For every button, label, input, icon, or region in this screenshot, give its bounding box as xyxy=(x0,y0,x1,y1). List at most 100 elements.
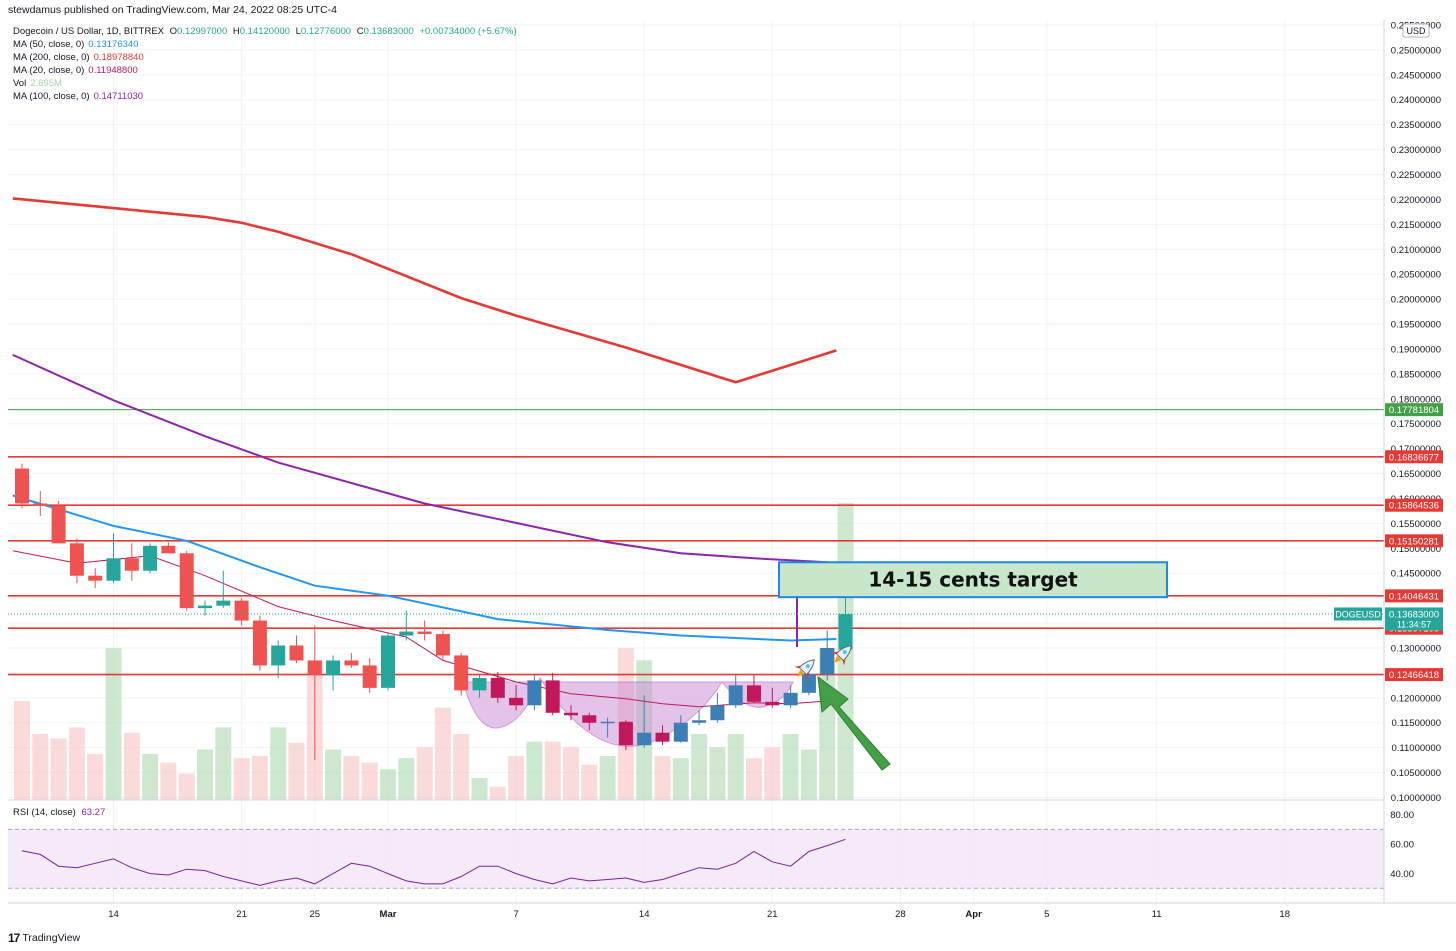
price-tick-label: 0.20000000 xyxy=(1391,295,1441,306)
candle-body xyxy=(198,605,212,609)
volume-bar xyxy=(599,756,616,800)
open-label: O xyxy=(169,26,178,37)
volume-bar xyxy=(288,742,305,800)
close-value: 0.13683000 xyxy=(363,26,414,37)
price-tick-label: 0.15000000 xyxy=(1391,544,1441,555)
candle-body xyxy=(51,505,66,544)
volume-bar xyxy=(489,786,506,800)
candle-body xyxy=(673,722,688,742)
candle-body xyxy=(69,543,84,576)
candle-body xyxy=(143,545,158,571)
candle-body xyxy=(106,558,121,581)
ma100-row: MA (100, close, 0) 0.14711030 xyxy=(13,91,517,104)
volume-bar xyxy=(178,773,195,800)
candle-body xyxy=(564,712,578,716)
candle-body xyxy=(637,732,652,746)
price-tick-label: 0.24500000 xyxy=(1391,70,1441,81)
candle-body xyxy=(88,575,103,581)
vol-label: Vol xyxy=(13,77,27,89)
candle-body xyxy=(490,677,505,698)
high-value: 0.14120000 xyxy=(239,26,290,37)
price-tick-label: 0.17500000 xyxy=(1391,419,1441,430)
price-tick-label: 0.21500000 xyxy=(1391,220,1441,231)
candle-body xyxy=(15,468,29,504)
volume-bar xyxy=(453,734,470,800)
symbol-tag xyxy=(1334,607,1382,621)
candle-body xyxy=(307,660,322,676)
candle-body xyxy=(838,614,853,650)
price-tick-label: 0.14500000 xyxy=(1391,569,1441,580)
price-tick-label: 0.19500000 xyxy=(1391,320,1441,331)
ma20-label: MA (20, close, 0) xyxy=(13,64,85,76)
change-value: +0.00734000 (+5.67%) xyxy=(419,26,517,37)
candle-body xyxy=(582,715,597,723)
volume-bar xyxy=(325,749,342,800)
volume-bar xyxy=(142,753,159,800)
ma20-value: 0.11948800 xyxy=(88,64,138,76)
current-price-label: 0.13683000 xyxy=(1389,609,1439,620)
ma100-label: MA (100, close, 0) xyxy=(13,90,90,102)
time-tick-label: 21 xyxy=(767,909,778,920)
rocket-window xyxy=(842,650,847,655)
level-price-tag xyxy=(1385,403,1443,417)
price-tick-label: 0.25000000 xyxy=(1391,45,1441,56)
candle-body xyxy=(509,697,524,706)
volume-bar xyxy=(233,758,250,800)
level-price-tag xyxy=(1385,450,1443,464)
ma100-value: 0.14711030 xyxy=(93,90,144,102)
volume-bar xyxy=(746,758,762,800)
candle-body xyxy=(618,721,633,746)
candle-body xyxy=(728,685,743,706)
volume-bar xyxy=(544,741,561,800)
level-price-label: 0.16836677 xyxy=(1389,452,1439,463)
volume-bar xyxy=(672,758,689,800)
time-tick-label: Apr xyxy=(965,909,982,920)
current-price-tag xyxy=(1385,607,1443,631)
tradingview-logo-icon: 17 xyxy=(8,931,20,945)
volume-bar xyxy=(709,747,726,800)
rsi-label: RSI (14, close) xyxy=(13,807,76,818)
symbol-name: Dogecoin / US Dollar, 1D, BITTREX xyxy=(13,26,164,37)
ma200-value: 0.18978840 xyxy=(93,51,144,63)
rocket-fin xyxy=(831,651,846,666)
volume-bar xyxy=(361,762,378,800)
ma50-value: 0.13176340 xyxy=(88,38,139,50)
price-tick-label: 0.10000000 xyxy=(1391,793,1441,804)
volume-bar xyxy=(654,756,671,800)
level-price-tag xyxy=(1385,668,1443,682)
candle-body xyxy=(344,660,359,666)
volume-bar xyxy=(782,734,799,800)
price-tick-label: 0.15500000 xyxy=(1391,519,1441,530)
rsi-tick-label: 60.00 xyxy=(1390,840,1414,851)
candle-body xyxy=(655,732,670,742)
candle-body xyxy=(527,680,542,706)
time-tick-label: 14 xyxy=(639,909,650,920)
volume-bar xyxy=(105,648,122,800)
price-tick-label: 0.17000000 xyxy=(1391,444,1441,455)
level-price-tag xyxy=(1385,534,1443,548)
volume-bar xyxy=(251,756,268,800)
vol-value: 2.695M xyxy=(30,77,62,89)
volume-bar xyxy=(508,756,525,800)
candle-body xyxy=(600,721,615,724)
ma200-row: MA (200, close, 0) 0.18978840 xyxy=(13,52,517,65)
ma50-label: MA (50, close, 0) xyxy=(13,38,85,50)
candle-body xyxy=(252,620,267,666)
low-value: 0.12776000 xyxy=(300,26,352,37)
candle-body xyxy=(234,600,249,621)
time-tick-label: Mar xyxy=(380,909,397,920)
candle-body xyxy=(692,720,707,723)
vol-row: Vol 2.695M xyxy=(13,78,517,91)
volume-bar xyxy=(764,747,781,800)
volume-bar xyxy=(270,727,287,800)
candle-body xyxy=(216,600,231,606)
volume-bar xyxy=(123,732,140,800)
time-tick-label: 14 xyxy=(108,909,119,920)
level-price-label: 0.12466418 xyxy=(1389,670,1439,681)
volume-bar xyxy=(398,758,415,800)
ma20-row: MA (20, close, 0) 0.11948800 xyxy=(13,65,517,78)
moving-average-line xyxy=(12,494,837,642)
volume-bar xyxy=(87,753,104,800)
candle-body xyxy=(417,631,432,635)
